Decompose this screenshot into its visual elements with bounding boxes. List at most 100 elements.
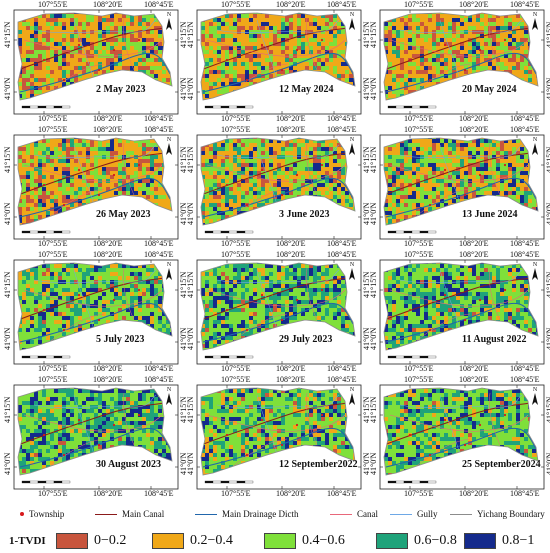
longitude-label: 107°55'E	[38, 239, 68, 248]
scale-bar	[204, 230, 254, 234]
latitude-label: 41°15'N	[545, 21, 550, 48]
feature-legend-item: Main Drainage Dicth	[195, 509, 298, 519]
latitude-label: 41°15'N	[3, 396, 12, 423]
township-dot	[62, 328, 66, 332]
north-arrow-icon	[349, 143, 355, 155]
longitude-label: 108°45'E	[144, 0, 174, 9]
longitude-label: 108°45'E	[144, 114, 174, 123]
yichang-boundary	[383, 387, 539, 476]
latitude-label: 41°15'N	[545, 146, 550, 173]
scale-bar	[204, 355, 254, 359]
map-panel: 107°55'E 108°20'E 108°45'E 107°55'E 108°20'E…	[186, 250, 371, 375]
township-dot	[428, 453, 432, 457]
north-arrow-icon	[532, 143, 538, 155]
waterway-line	[18, 402, 165, 446]
township-dot	[77, 418, 81, 422]
latitude-label: 41°0'N	[369, 452, 378, 475]
township-dot-icon	[20, 512, 24, 516]
longitude-label: 108°20'E	[93, 489, 123, 498]
longitude-label: 108°45'E	[327, 489, 357, 498]
latitude-label: 41°0'N	[3, 452, 12, 475]
township-dot	[137, 288, 141, 292]
map-panel: 107°55'E 108°20'E 108°45'E 107°55'E 108°20'E…	[369, 375, 550, 500]
township-dot	[503, 288, 507, 292]
class-swatch	[56, 533, 88, 549]
waterway-line	[385, 302, 537, 343]
township-dot	[478, 423, 482, 427]
yichang-boundary	[17, 12, 173, 101]
longitude-label: 108°20'E	[93, 250, 123, 259]
township-dot	[260, 418, 264, 422]
tvdi-map	[196, 9, 362, 115]
township-dot	[428, 203, 432, 207]
latitude-label: 41°0'N	[3, 77, 12, 100]
feature-legend-item: Gully	[390, 509, 438, 519]
latitude-label: 41°0'N	[186, 327, 195, 350]
longitude-label: 107°55'E	[221, 375, 251, 384]
township-dot	[428, 328, 432, 332]
panel-date: 30 August 2023	[96, 459, 162, 470]
latitude-label: 41°15'N	[3, 146, 12, 173]
panel-date: 29 July 2023	[279, 334, 333, 345]
scale-bar	[387, 480, 437, 484]
waterway-line	[123, 17, 135, 71]
waterway-line	[19, 427, 171, 468]
longitude-label: 108°45'E	[144, 364, 174, 373]
latitude-label: 41°15'N	[369, 396, 378, 423]
panel-date: 5 July 2023	[96, 334, 145, 345]
township-dot	[97, 318, 101, 322]
waterway-line	[18, 27, 165, 71]
township-dot	[463, 68, 467, 72]
longitude-label: 107°55'E	[221, 0, 251, 9]
waterway-line	[384, 402, 531, 446]
waterway-line	[439, 394, 461, 456]
township-dot	[280, 443, 284, 447]
waterway-line	[19, 177, 171, 218]
longitude-label: 108°45'E	[144, 239, 174, 248]
yichang-boundary	[200, 387, 356, 476]
latitude-label: 41°0'N	[369, 327, 378, 350]
north-arrow-icon	[532, 268, 538, 280]
township-dot	[295, 423, 299, 427]
scale-bar	[21, 480, 71, 484]
waterway-line	[201, 152, 348, 196]
map-panel: 107°55'E 108°20'E 108°45'E 107°55'E 108°20'E…	[369, 250, 550, 375]
township-dot	[503, 413, 507, 417]
longitude-label: 108°20'E	[459, 0, 489, 9]
township-dot	[77, 168, 81, 172]
latitude-label: 41°15'N	[545, 396, 550, 423]
panel-date: 2 May 2023	[96, 84, 146, 95]
latitude-label: 41°15'N	[369, 146, 378, 173]
longitude-label: 108°45'E	[510, 250, 540, 259]
north-arrow-icon	[349, 18, 355, 30]
waterway-line	[256, 269, 278, 331]
township-dot	[260, 293, 264, 297]
waterway-line	[389, 39, 529, 57]
scale-bar	[387, 105, 437, 109]
township-dot	[280, 318, 284, 322]
waterway-line	[306, 267, 318, 321]
north-label: N	[349, 262, 355, 268]
township-dot	[295, 173, 299, 177]
north-arrow-icon	[166, 268, 172, 280]
township-dot	[408, 58, 412, 62]
longitude-label: 108°20'E	[459, 125, 489, 134]
township-dot	[295, 48, 299, 52]
map-panel: 107°55'E 108°20'E 108°45'E 107°55'E 108°20'E…	[3, 250, 188, 375]
tvdi-map	[379, 384, 545, 490]
latitude-label: 41°0'N	[369, 77, 378, 100]
map-panel: 107°55'E 108°20'E 108°45'E 107°55'E 108°20'E…	[3, 125, 188, 250]
longitude-label: 108°45'E	[510, 0, 540, 9]
waterway-line	[202, 177, 354, 218]
longitude-label: 108°45'E	[144, 250, 174, 259]
yichang-boundary	[383, 137, 539, 226]
waterway-line	[201, 27, 348, 71]
longitude-label: 107°55'E	[404, 125, 434, 134]
tvdi-map	[379, 134, 545, 240]
north-label: N	[532, 262, 538, 268]
waterway-line	[123, 267, 135, 321]
longitude-label: 107°55'E	[404, 239, 434, 248]
waterway-line	[202, 52, 354, 93]
waterway-line	[256, 144, 278, 206]
township-dot	[62, 203, 66, 207]
